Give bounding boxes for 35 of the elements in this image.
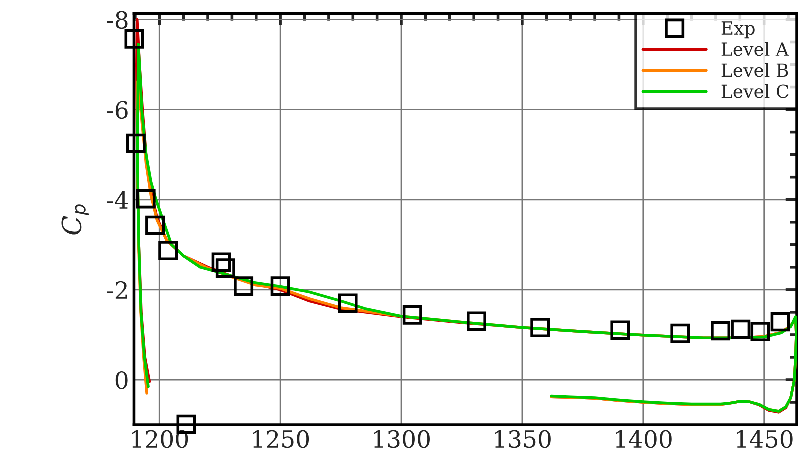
x-tick-label: 1350 <box>495 430 551 448</box>
point <box>338 294 358 314</box>
y-tick-label: 0 <box>116 371 128 390</box>
point <box>158 241 178 260</box>
point <box>216 258 236 278</box>
x-tick-label: 1300 <box>374 430 430 448</box>
legend-label: Level B <box>722 63 788 78</box>
point <box>126 134 146 154</box>
x-tick-label: 1400 <box>616 430 672 448</box>
point <box>610 320 630 340</box>
point <box>124 29 144 49</box>
y-tick-label: -8 <box>107 11 128 30</box>
point <box>731 320 751 340</box>
point <box>402 305 422 325</box>
point <box>146 216 165 236</box>
point <box>467 312 486 332</box>
y-axis-title: C$_{p}$ <box>62 204 90 235</box>
point <box>270 276 290 296</box>
x-tick-label: 1450 <box>737 430 793 448</box>
legend-label: Level A <box>722 42 790 56</box>
point <box>770 312 790 332</box>
point <box>212 252 232 272</box>
legend-label: Level C <box>722 84 789 98</box>
y-tick-label: -4 <box>107 191 128 209</box>
point <box>234 276 254 296</box>
point <box>750 322 770 342</box>
point <box>670 324 690 344</box>
point <box>530 318 550 338</box>
y-tick-label: -2 <box>107 281 128 299</box>
x-tick-label: 1250 <box>253 430 310 448</box>
x-tick-label: 1200 <box>132 430 188 448</box>
y-tick-label: -6 <box>107 101 128 120</box>
point <box>711 321 731 341</box>
point <box>136 189 156 209</box>
legend-label: Exp <box>722 22 755 39</box>
